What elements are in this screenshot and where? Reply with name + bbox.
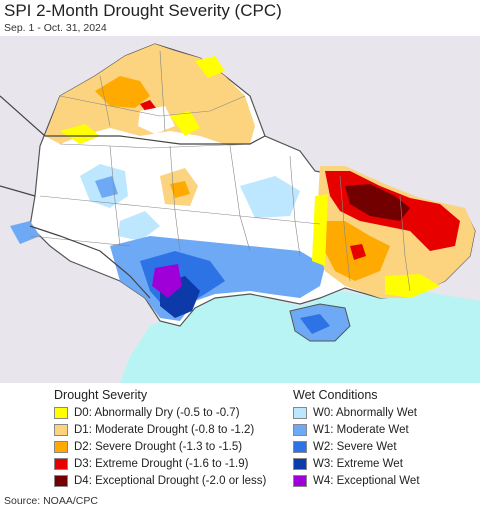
legend-swatch-w4 <box>293 475 307 487</box>
source-credit: Source: NOAA/CPC <box>4 495 98 507</box>
drought-d2-north <box>95 76 150 108</box>
drought-map-svg <box>0 36 480 383</box>
legend-swatch-d4 <box>54 475 68 487</box>
drought-d0-north-2 <box>170 111 200 136</box>
legend-swatch-d0 <box>54 407 68 419</box>
legend-item-w4: W4: Exceptional Wet <box>293 474 420 488</box>
legend-item-d0: D0: Abnormally Dry (-0.5 to -0.7) <box>54 406 240 420</box>
wet-w1-central <box>95 176 118 198</box>
legend-label-w4: W4: Exceptional Wet <box>313 475 420 487</box>
legend-item-d2: D2: Severe Drought (-1.3 to -1.5) <box>54 440 242 454</box>
legend-swatch-w3 <box>293 458 307 470</box>
drought-d0-southeast <box>385 274 440 298</box>
wet-w4-southwest <box>152 264 182 298</box>
legend-label-w2: W2: Severe Wet <box>313 441 397 453</box>
map-title: SPI 2-Month Drought Severity (CPC) <box>4 1 282 20</box>
legend-swatch-d1 <box>54 424 68 436</box>
legend-label-d4: D4: Exceptional Drought (-2.0 or less) <box>74 475 267 487</box>
map-subtitle: Sep. 1 - Oct. 31, 2024 <box>4 22 107 34</box>
legend-label-d3: D3: Extreme Drought (-1.6 to -1.9) <box>74 458 249 470</box>
legend-swatch-d3 <box>54 458 68 470</box>
drought-map <box>0 36 480 383</box>
crimea-w2 <box>300 314 330 334</box>
country-borders <box>0 95 266 299</box>
black-sea <box>120 291 480 383</box>
normal-north <box>138 106 175 134</box>
drought-legend-title: Drought Severity <box>54 388 148 402</box>
legend-item-w0: W0: Abnormally Wet <box>293 406 417 420</box>
legend-label-d2: D2: Severe Drought (-1.3 to -1.5) <box>74 441 243 453</box>
legend-item-w2: W2: Severe Wet <box>293 440 397 454</box>
admin-borders <box>29 50 411 292</box>
drought-d4-east <box>345 184 410 221</box>
legend-label-w3: W3: Extreme Wet <box>313 458 403 470</box>
drought-d2-central <box>170 181 190 198</box>
legend-item-w1: W1: Moderate Wet <box>293 423 409 437</box>
legend-item-w3: W3: Extreme Wet <box>293 457 403 471</box>
legend-label-w1: W1: Moderate Wet <box>313 424 409 436</box>
legend-label-w0: W0: Abnormally Wet <box>313 407 417 419</box>
legend-swatch-w0 <box>293 407 307 419</box>
drought-d0-east <box>312 194 328 266</box>
legend-swatch-w1 <box>293 424 307 436</box>
legend-item-d4: D4: Exceptional Drought (-2.0 or less) <box>54 474 266 488</box>
legend-item-d3: D3: Extreme Drought (-1.6 to -1.9) <box>54 457 248 471</box>
wet-w0-east-central <box>240 176 300 218</box>
legend-label-d0: D0: Abnormally Dry (-0.5 to -0.7) <box>74 407 240 419</box>
drought-d0-northwest <box>60 124 100 144</box>
legend-swatch-w2 <box>293 441 307 453</box>
drought-d3-east-small <box>350 244 366 260</box>
wet-legend-title: Wet Conditions <box>293 388 378 402</box>
drought-d0-north <box>195 56 225 78</box>
wet-w0-west-central <box>118 211 160 241</box>
legend-swatch-d2 <box>54 441 68 453</box>
legend-label-d1: D1: Moderate Drought (-0.8 to -1.2) <box>74 424 255 436</box>
legend-item-d1: D1: Moderate Drought (-0.8 to -1.2) <box>54 423 254 437</box>
